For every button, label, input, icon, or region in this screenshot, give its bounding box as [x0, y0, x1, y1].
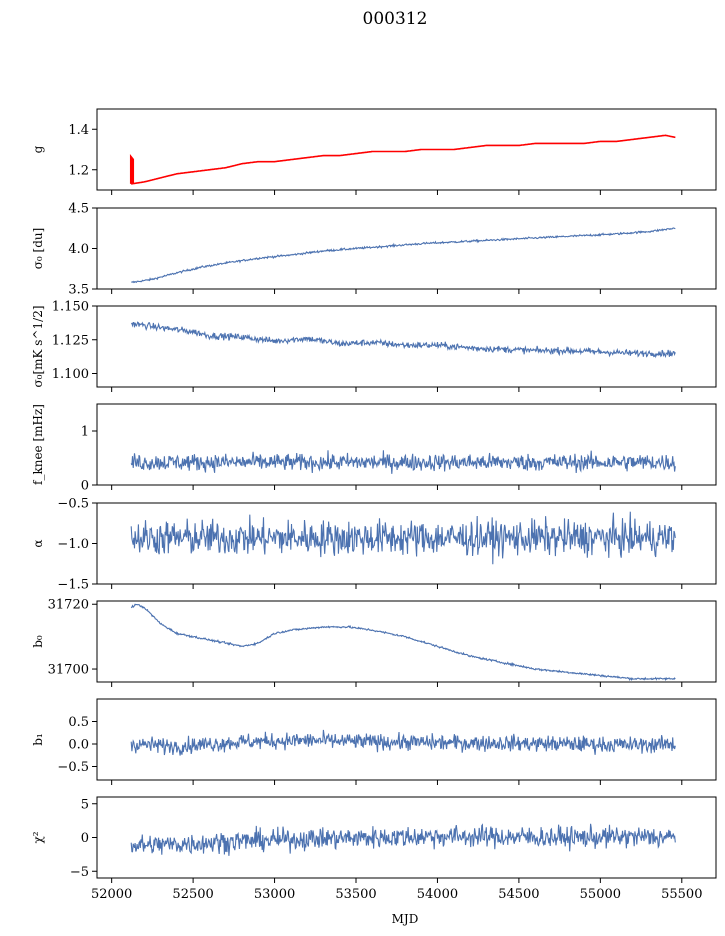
- x-tick-label: 54500: [498, 887, 539, 902]
- panel-alpha: −1.5 −1.0 −0.5 α: [31, 497, 717, 593]
- figure-title: 000312: [363, 9, 428, 29]
- y-tick-label-chi2: −5: [70, 865, 89, 880]
- y-tick-label-b1: 0.5: [68, 715, 89, 730]
- y-tick-label-b1: 0.0: [68, 738, 89, 753]
- panel-fknee: 0 1 f_knee [mHz]: [31, 403, 717, 494]
- y-tick-label-b1: −0.5: [57, 760, 89, 775]
- y-axis-label-sigma0_mks: σ₀[mK s^1/2]: [31, 305, 45, 387]
- y-tick-label-b0: 31700: [48, 663, 89, 678]
- series-b1-data: [130, 729, 676, 756]
- series-sigma0_mks-data: [131, 321, 676, 359]
- y-tick-label-sigma0_du: 4.0: [68, 242, 89, 257]
- y-tick-label-alpha: −1.0: [57, 537, 89, 552]
- series-g-model-spike: [129, 154, 135, 184]
- y-tick-label-chi2: 5: [81, 797, 89, 812]
- panel-frame-sigma0_mks: [96, 305, 717, 388]
- y-axis-label-b0: b₀: [31, 635, 45, 648]
- panel-frame-sigma0_du: [96, 207, 717, 290]
- y-axis-label-chi2: χ²: [31, 831, 45, 843]
- y-tick-label-sigma0_mks: 1.150: [52, 300, 89, 315]
- y-tick-label-alpha: −1.5: [57, 578, 89, 593]
- panel-b0: 31700 31720 b₀: [31, 598, 717, 687]
- panel-frame-g: [96, 108, 717, 191]
- panels: 1.2 1.4 g 3.5 4.0 4.5 σ₀ [du] 1.100 1.125 1.150 σ₀…: [31, 108, 717, 902]
- series-chi2-data: [130, 823, 676, 856]
- panel-b1: −0.5 0.0 0.5 b₁: [31, 698, 717, 785]
- x-tick-label: 53000: [254, 887, 295, 902]
- y-axis-label-alpha: α: [31, 539, 45, 547]
- x-tick-label: 52000: [91, 887, 132, 902]
- y-tick-label-chi2: 0: [81, 831, 89, 846]
- x-tick-label: 52500: [172, 887, 213, 902]
- panel-frame-fknee: [96, 403, 717, 486]
- panel-sigma0_mks: 1.100 1.125 1.150 σ₀[mK s^1/2]: [31, 300, 717, 392]
- y-axis-label-b1: b₁: [31, 733, 45, 746]
- x-tick-label: 54000: [417, 887, 458, 902]
- y-tick-label-b0: 31720: [48, 598, 89, 613]
- x-tick-label: 53500: [335, 887, 376, 902]
- y-axis-label-fknee: f_knee [mHz]: [31, 404, 45, 485]
- series-b0-data: [130, 603, 676, 682]
- y-tick-label-g: 1.4: [68, 123, 89, 138]
- y-tick-label-g: 1.2: [68, 163, 89, 178]
- x-tick-label: 55500: [661, 887, 702, 902]
- x-axis-label: MJD: [392, 912, 419, 926]
- panel-frame-b0: [96, 600, 717, 683]
- y-axis-label-g: g: [31, 145, 45, 153]
- y-tick-label-alpha: −0.5: [57, 497, 89, 512]
- series-sigma0_du-data: [131, 227, 676, 284]
- y-tick-label-sigma0_du: 3.5: [68, 283, 89, 298]
- y-tick-label-fknee: 0: [81, 479, 89, 494]
- panel-sigma0_du: 3.5 4.0 4.5 σ₀ [du]: [31, 202, 717, 298]
- y-axis-label-sigma0_du: σ₀ [du]: [31, 228, 45, 270]
- series-g-model: [131, 134, 676, 185]
- x-tick-label: 55000: [580, 887, 621, 902]
- y-tick-label-sigma0_mks: 1.100: [52, 367, 89, 382]
- panel-frame-b1: [96, 698, 717, 781]
- series-fknee-data: [130, 450, 676, 474]
- y-tick-label-sigma0_mks: 1.125: [52, 333, 89, 348]
- y-tick-label-sigma0_du: 4.5: [68, 202, 89, 217]
- series-alpha-data: [130, 511, 676, 565]
- panel-g: 1.2 1.4 g: [31, 108, 717, 195]
- y-tick-label-fknee: 1: [81, 425, 89, 440]
- panel-chi2: 52000 52500 53000 53500 54000 54500 55000 55500…: [31, 796, 717, 902]
